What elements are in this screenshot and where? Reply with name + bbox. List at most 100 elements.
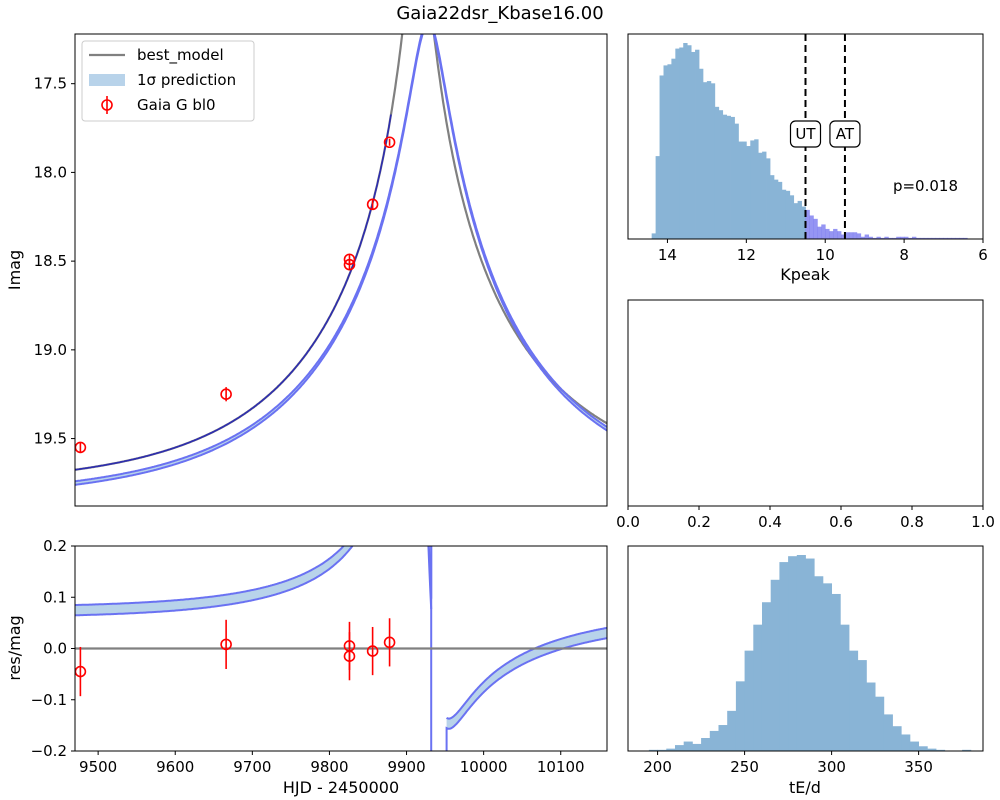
kpeak-bar [951,237,956,239]
lightcurve-panel: 17.5 18.0 18.5 19.0 19.5 Imag best_model 1σ p… [5,33,608,507]
kpeak-bar [793,203,799,239]
data-point [220,388,232,401]
y-tick-label: 19.0 [34,341,67,359]
kpeak-bar [801,206,806,239]
x-tick-label: 350 [904,758,933,776]
threshold-label-box [789,120,822,148]
te-bar [962,749,972,751]
threshold-label-box [829,120,861,148]
kpeak-bar [919,237,925,239]
te-bar [822,583,833,751]
te-bar [901,734,911,751]
te-bar [796,555,806,751]
y-tick-label: −0.2 [31,742,67,760]
kpeak-bar [655,156,660,239]
kpeak-bar [762,151,767,239]
residual-band-edge [75,546,433,617]
residuals-xlabel: HJD - 2450000 [283,778,399,797]
kpeak-bar [750,140,755,239]
kpeak-bar [809,215,814,239]
kpeak-bar [884,236,889,239]
kpeak-bar [663,65,668,240]
kpeak-bar [896,236,901,239]
te-bar [701,738,711,751]
y-tick-label: 0.1 [43,588,67,606]
te-bar [727,710,737,751]
empty-axes-frame [627,299,984,507]
kpeak-bar [864,234,870,239]
kpeak-bar [766,158,771,239]
kpeak-bar [770,175,775,239]
kpeak-bar [848,232,854,239]
kpeak-bar [683,43,688,239]
legend-label: 1σ prediction [137,71,236,89]
kpeak-bar [813,218,818,239]
te-bar [788,556,798,751]
x-tick-label: 1.0 [971,513,995,531]
kpeak-bar [675,48,680,239]
kpeak-bar [785,190,791,239]
kpeak-bar [718,110,724,239]
te-axes-frame [627,545,984,752]
kpeak-bar [667,64,672,239]
x-tick-label: 10100 [537,758,585,776]
x-tick-label: 9800 [310,758,348,776]
kpeak-bar [773,179,779,239]
lightcurve-ylabel: Imag [5,250,24,290]
lightcurve-axes-frame [74,33,608,507]
kpeak-bar [935,237,941,239]
kpeak-bar [872,237,877,239]
residual-band-edge [75,546,433,606]
residual-band-left [75,546,432,616]
te-bar [709,730,719,751]
te-bar [718,725,728,751]
te-bar [648,749,658,751]
x-tick-label: 14 [658,246,677,264]
kpeak-bar [714,106,720,239]
residual-point [383,636,396,649]
kpeak-x-ticks: 14 12 10 8 6 [658,239,988,264]
x-tick-label: 10000 [460,758,508,776]
x-tick-label: 9600 [156,758,194,776]
kpeak-bar [702,82,708,239]
legend-label: Gaia G bl0 [137,96,216,114]
x-tick-label: 10 [816,246,835,264]
kpeak-bar [789,195,795,239]
empty-panel: 0.0 0.2 0.4 0.6 0.8 1.0 [616,299,995,531]
kpeak-bar [726,115,731,239]
kpeak-bar [904,236,909,239]
kpeak-bar [742,141,747,239]
kpeak-bar [844,232,850,239]
band-lower-edge [75,34,607,486]
kpeak-bar [939,237,944,239]
te-bar [866,682,876,751]
data-point [343,258,356,271]
residual-band-edge [445,637,607,751]
kpeak-bar [868,236,873,239]
kpeak-bar [671,58,676,240]
te-bar [849,650,859,751]
te-bar [927,748,937,751]
kpeak-plot-area: UT AT [651,34,968,240]
kpeak-bar [829,231,834,239]
kpeak-bar [706,81,712,239]
y-tick-label: 17.5 [34,75,67,93]
te-histogram-panel: 200 250 300 350 tE/d [627,545,984,797]
te-bar [753,624,763,751]
kpeak-bar [781,189,787,239]
residual-point [220,638,232,651]
legend-label: best_model [137,46,224,65]
te-bar [936,749,946,751]
y-tick-label: 19.5 [34,430,67,448]
kpeak-bar [695,49,700,239]
x-tick-label: 200 [643,758,672,776]
kpeak-bar [825,228,830,239]
te-bar [857,660,867,751]
te-bar [674,745,685,751]
x-tick-label: 0.2 [687,513,711,531]
x-tick-label: 250 [730,758,759,776]
residuals-plot-area [75,546,607,751]
residuals-ylabel: res/mag [5,615,24,680]
kpeak-bar [659,75,664,239]
